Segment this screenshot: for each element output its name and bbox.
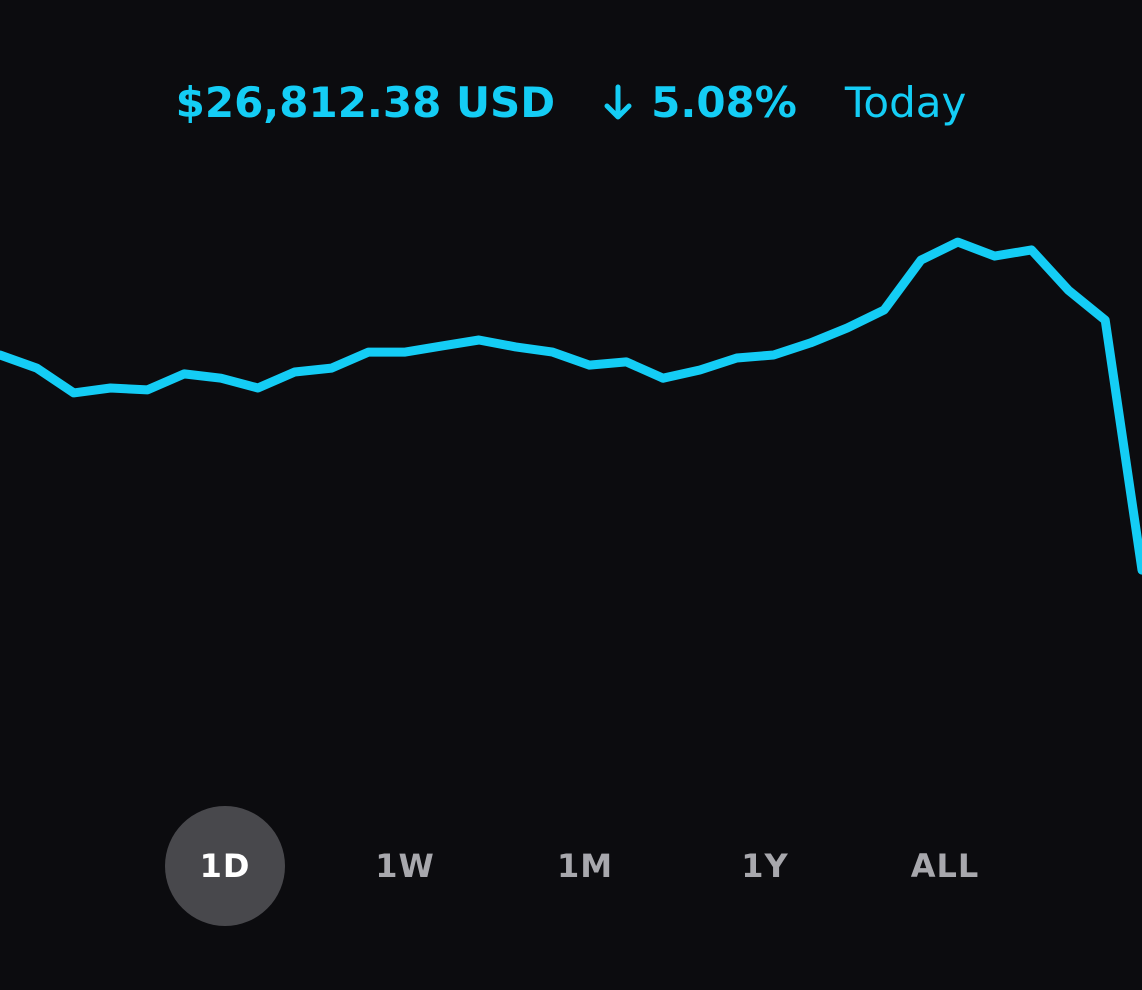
range-button[interactable]: 1D: [165, 806, 285, 926]
down-arrow: [604, 84, 632, 119]
price: $26,812.38 USD: [175, 78, 556, 127]
range-button[interactable]: 1Y: [741, 847, 789, 885]
range-selector: 1D 1W 1M 1Y ALL: [165, 806, 1005, 926]
range-button[interactable]: 1W: [375, 847, 435, 885]
price-line: [0, 237, 1142, 575]
range-button[interactable]: 1M: [556, 847, 614, 885]
period: Today: [844, 78, 967, 127]
price-chart: [0, 237, 1142, 575]
change: 5.08%: [603, 78, 797, 127]
range-button[interactable]: ALL: [910, 847, 980, 885]
change-value: 5.08%: [651, 78, 797, 127]
header: $26,812.38 USD 5.08% Today: [0, 78, 1142, 127]
